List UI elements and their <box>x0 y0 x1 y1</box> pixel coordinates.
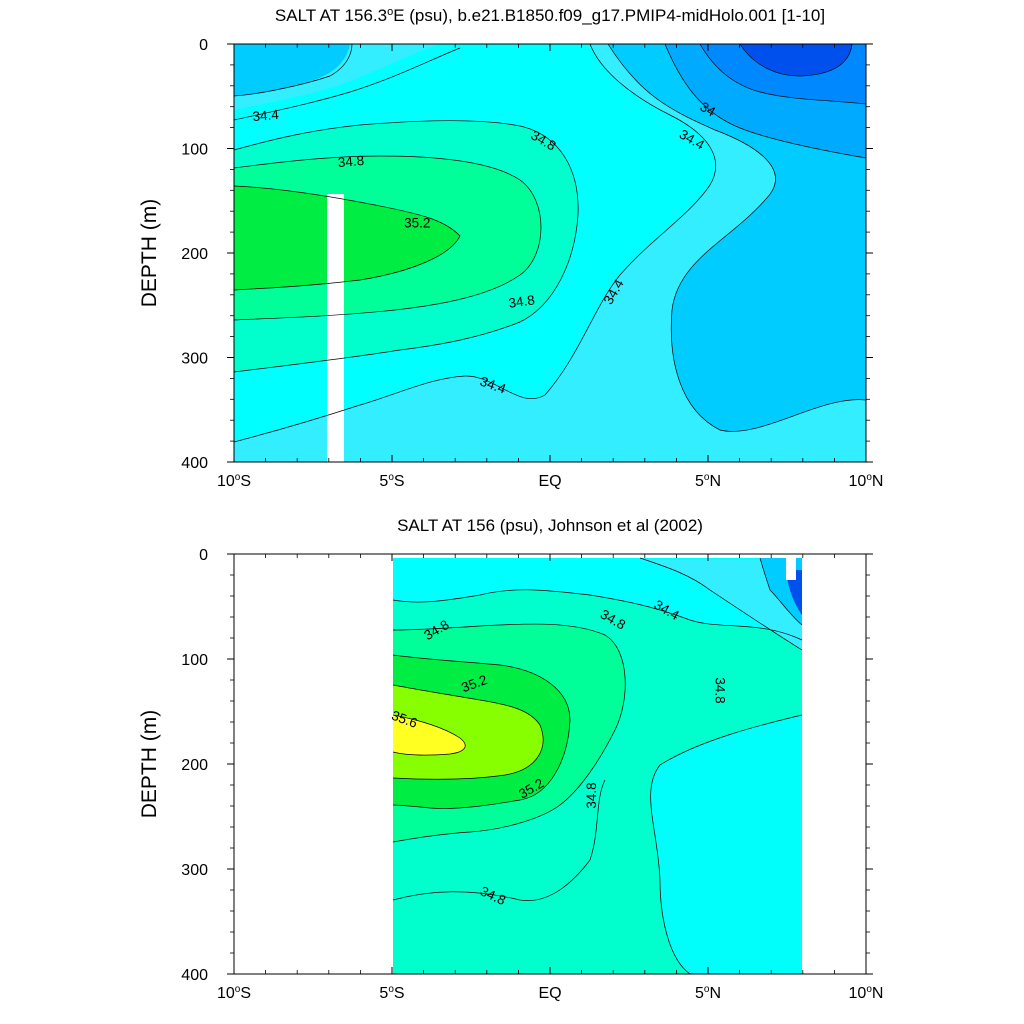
y-tick-label: 300 <box>181 351 208 368</box>
fill-ne-freshest <box>740 44 852 76</box>
y-tick-label: 200 <box>181 246 208 263</box>
fill-b-354 <box>393 685 544 780</box>
title-bottom: SALT AT 156 (psu), Johnson et al (2002) <box>397 516 703 535</box>
fill-352 <box>234 186 460 290</box>
y-tick-label: 300 <box>181 862 208 879</box>
missing-band-bottom <box>786 558 796 580</box>
x-tick-label: 10oN <box>849 472 884 490</box>
x-tick-label: 10oS <box>217 472 251 490</box>
x-tick-label: 5oN <box>695 984 721 1002</box>
contour-label: 34.8 <box>713 677 728 703</box>
y-tick-label: 100 <box>181 142 208 159</box>
fill-east-patch <box>650 640 802 974</box>
x-tick-label: 5oS <box>379 472 404 490</box>
x-tick-label: 5oN <box>695 472 721 490</box>
x-tick-label: EQ <box>538 473 561 490</box>
y-tick-label: 0 <box>199 547 208 564</box>
contour-label: 35.2 <box>404 216 430 231</box>
contour-fill-bottom <box>393 558 802 974</box>
contour-label: 34.8 <box>584 782 599 808</box>
y-tick-label: 200 <box>181 757 208 774</box>
title-top: SALT AT 156.3oE (psu), b.e21.B1850.f09_g… <box>275 6 825 25</box>
fill-east-patch2 <box>640 560 802 650</box>
x-tick-label: 5oS <box>379 984 404 1002</box>
missing-band-top <box>327 194 344 462</box>
contour-label: 34 <box>697 99 718 120</box>
ticks-bottom: 10oS 5oS EQ 5oN 10oN 0 100 200 300 400 <box>181 547 883 1002</box>
ylabel-top: DEPTH (m) <box>138 199 161 308</box>
contour-label: 34.4 <box>252 107 280 124</box>
contour-label: 34.8 <box>337 153 364 170</box>
y-tick-label: 400 <box>181 455 208 472</box>
x-tick-label: 10oS <box>217 984 251 1002</box>
fill-east-deepblue <box>786 570 802 615</box>
contour-fill-top <box>234 44 866 462</box>
panel-top: SALT AT 156.3oE (psu), b.e21.B1850.f09_g… <box>138 6 883 490</box>
x-tick-label: EQ <box>538 985 561 1002</box>
contour-label: 34.8 <box>508 292 536 311</box>
ticks-top: 10oS 5oS EQ 5oN 10oN 0 100 200 300 400 <box>181 37 883 490</box>
fill-w-surface <box>234 44 350 96</box>
y-tick-label: 0 <box>199 37 208 54</box>
fill-b-356 <box>393 715 466 756</box>
contour-lines-top <box>233 43 867 443</box>
panel-bottom: SALT AT 156 (psu), Johnson et al (2002) <box>138 516 883 1002</box>
x-tick-label: 10oN <box>849 984 884 1002</box>
contour-lines-bottom <box>392 557 803 975</box>
y-tick-label: 100 <box>181 652 208 669</box>
ylabel-bottom: DEPTH (m) <box>138 710 161 819</box>
y-tick-label: 400 <box>181 967 208 984</box>
